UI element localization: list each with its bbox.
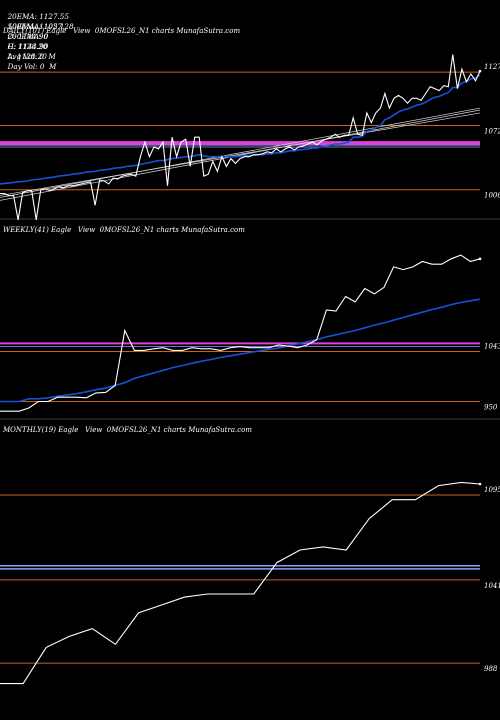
daily-trend-line-0 (0, 112, 481, 196)
header-open: O: 1144.90 (7, 32, 48, 41)
daily-ema-line (0, 74, 481, 185)
daily-panel-label: DAILY(101) Eagle View 0MOFSL26_N1 charts… (3, 27, 241, 35)
chart-header: 20EMA: 1127.55 100EMA: 1057.28 O: 1144.9… (3, 2, 80, 62)
header-50ema: 50EMA: 1102.1 (7, 22, 65, 31)
weekly-last-point (478, 257, 482, 261)
daily-trend-line-2 (0, 109, 481, 201)
monthly-chart: 1095 1041 988 (0, 481, 500, 685)
daily-y-tick-0: 1127 (484, 63, 500, 71)
weekly-price-line (0, 254, 481, 412)
header-close: C: 1128.20 (7, 42, 48, 51)
chart-header-row2: 50EMA: 1102.1 200EMA: 0 C: 1128.20 L: 11… (3, 12, 71, 72)
header-20ema: 20EMA: 1127.55 (7, 12, 69, 21)
monthly-panel-label: MONTHLY(19) Eagle View 0MOFSL26_N1 chart… (3, 426, 253, 434)
monthly-last-point (478, 482, 482, 486)
weekly-y-tick-1: 950 (484, 404, 498, 412)
daily-last-point (478, 69, 482, 73)
header-high: H: 1144.90 (7, 42, 49, 51)
header-avg-vol: Avg Vol: 0 M (7, 52, 56, 61)
header-day-vol: Day Vol: 0 M (7, 62, 57, 71)
weekly-ema-line (0, 298, 481, 403)
daily-chart: 1127 1072 1006 (0, 54, 500, 221)
daily-price-line (0, 54, 481, 221)
weekly-y-tick-0: 1043 (484, 342, 500, 350)
monthly-y-tick-2: 988 (484, 665, 498, 673)
header-200ema: 200EMA: 0 (7, 32, 49, 41)
weekly-panel-label: WEEKLY(41) Eagle View 0MOFSL26_N1 charts… (3, 226, 245, 234)
monthly-y-tick-1: 1041 (484, 582, 500, 590)
monthly-price-line (0, 481, 481, 685)
daily-y-tick-2: 1006 (484, 192, 500, 200)
monthly-y-tick-0: 1095 (484, 486, 500, 494)
daily-y-tick-1: 1072 (484, 128, 500, 136)
weekly-chart: 1043 950 (0, 254, 500, 412)
header-100ema: 100EMA: 1057.28 (7, 22, 74, 31)
header-low: L: 1128.20 (7, 52, 47, 61)
daily-trend-line-1 (0, 107, 481, 198)
